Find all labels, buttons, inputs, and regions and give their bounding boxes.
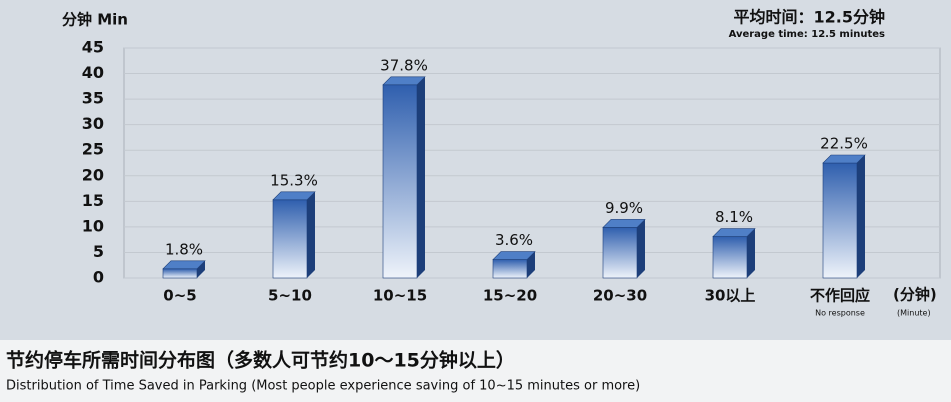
bar-top xyxy=(382,76,426,86)
bar xyxy=(162,268,198,279)
y-tick-label: 15 xyxy=(82,191,104,210)
y-tick-label: 20 xyxy=(82,165,104,184)
bar-side xyxy=(307,191,315,278)
bar-top xyxy=(162,260,206,270)
x-tick-label: 5~10 xyxy=(268,287,312,305)
bar-side xyxy=(417,76,425,278)
value-label: 9.9% xyxy=(605,199,643,217)
value-label: 22.5% xyxy=(820,135,868,153)
bar xyxy=(602,227,638,279)
caption-en: Distribution of Time Saved in Parking (M… xyxy=(6,379,640,394)
x-tick-label: 30以上 xyxy=(705,287,756,305)
bar-top xyxy=(822,154,866,164)
annotation-en: Average time: 12.5 minutes xyxy=(729,29,885,40)
bar-side xyxy=(527,251,535,278)
bar xyxy=(822,162,858,279)
x-unit-en: (Minute) xyxy=(897,309,931,318)
x-unit: (分钟) xyxy=(893,286,937,304)
x-tick-label: 15~20 xyxy=(483,287,537,305)
bar xyxy=(272,199,308,279)
value-label: 15.3% xyxy=(270,171,318,189)
x-tick-label: 20~30 xyxy=(593,287,647,305)
y-tick-label: 0 xyxy=(93,268,104,287)
y-tick-label: 40 xyxy=(82,63,104,82)
category-sublabel: No response xyxy=(815,309,865,318)
annotation: 平均时间：12.5分钟 xyxy=(734,8,885,27)
bar-side xyxy=(747,228,755,278)
y-tick-label: 10 xyxy=(82,216,104,235)
bar xyxy=(712,236,748,279)
y-tick-label: 45 xyxy=(82,38,104,57)
caption-background xyxy=(0,340,951,402)
x-tick-label: 0~5 xyxy=(163,287,196,305)
value-label: 1.8% xyxy=(165,240,203,258)
y-tick-label: 5 xyxy=(93,242,104,261)
y-tick-label: 25 xyxy=(82,140,104,159)
y-tick-label: 35 xyxy=(82,89,104,108)
value-label: 3.6% xyxy=(495,231,533,249)
bar-top xyxy=(712,228,756,237)
bar-top xyxy=(492,251,536,260)
bar-side xyxy=(857,155,865,278)
bar xyxy=(492,259,528,279)
bar-top xyxy=(602,219,646,228)
y-tick-label: 30 xyxy=(82,114,104,133)
y-axis-label: 分钟 Min xyxy=(62,11,128,29)
bar-side xyxy=(197,260,205,278)
x-tick-label: 不作回应 xyxy=(810,287,870,305)
bar-side xyxy=(637,219,645,278)
chart-background xyxy=(0,0,951,340)
bar xyxy=(382,84,418,279)
x-tick-label: 10~15 xyxy=(373,287,427,305)
caption: 节约停车所需时间分布图（多数人可节约10～15分钟以上） xyxy=(6,349,515,372)
bar-top xyxy=(272,191,316,201)
value-label: 8.1% xyxy=(715,208,753,226)
value-label: 37.8% xyxy=(380,56,428,74)
